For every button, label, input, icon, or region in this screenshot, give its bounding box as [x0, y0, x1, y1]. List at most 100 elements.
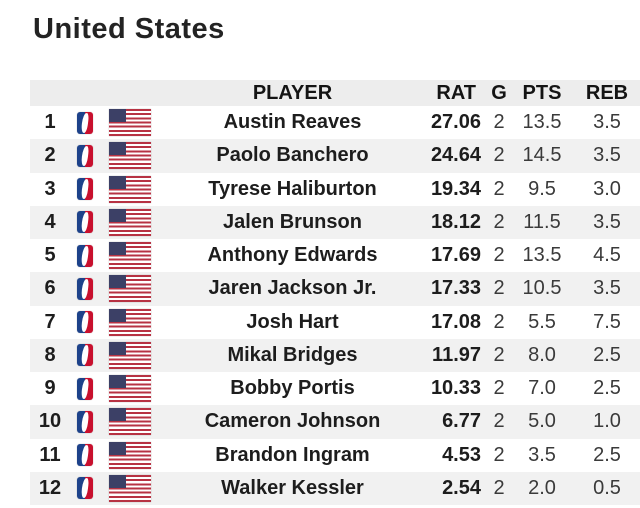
team-logo-cell: [70, 444, 100, 467]
nationality-flag-cell: [100, 242, 160, 270]
team-logo-cell: [70, 410, 100, 433]
rank-cell: 11: [39, 443, 61, 466]
table-row[interactable]: 1 Austin Reaves 27.06 2 13.5 3.5: [30, 106, 640, 139]
us-flag-icon: [109, 208, 151, 236]
us-flag-icon: [109, 275, 151, 303]
rebounds-value: 1.0: [593, 410, 621, 433]
games-value: 2: [493, 410, 505, 433]
player-name[interactable]: Josh Hart: [246, 310, 339, 333]
header-g[interactable]: G: [491, 81, 507, 104]
rating-value: 11.97: [432, 343, 481, 366]
team-logo-cell: [70, 344, 100, 367]
player-name[interactable]: Jalen Brunson: [223, 210, 362, 233]
games-value: 2: [493, 443, 505, 466]
table-row[interactable]: 12 Walker Kessler 2.54 2 2.0 0.5: [30, 471, 640, 505]
table-row[interactable]: 11 Brandon Ingram 4.53 2 3.5 2.5: [30, 439, 640, 472]
points-value: 5.5: [528, 310, 556, 333]
table-row[interactable]: 3 Tyrese Haliburton 19.34 2 9.5 3.0: [30, 173, 640, 206]
table-row[interactable]: 9 Bobby Portis 10.33 2 7.0 2.5: [30, 372, 640, 405]
team-logo-cell: [70, 111, 100, 134]
table-row[interactable]: 2 Paolo Banchero 24.64 2 14.5 3.5: [30, 139, 640, 173]
us-flag-icon: [109, 375, 151, 403]
games-value: 2: [493, 310, 505, 333]
player-name[interactable]: Anthony Edwards: [207, 244, 378, 267]
rank-cell: 7: [44, 310, 56, 333]
nba-logo-icon: [77, 377, 93, 400]
rank-cell: 1: [44, 111, 56, 134]
us-flag-icon: [109, 408, 151, 436]
team-logo-cell: [70, 144, 100, 167]
table-row[interactable]: 5 Anthony Edwards 17.69 2 13.5 4.5: [30, 239, 640, 272]
rank-cell: 9: [44, 377, 56, 400]
header-player[interactable]: PLAYER: [252, 81, 333, 104]
rebounds-value: 3.5: [593, 277, 621, 300]
team-logo-cell: [70, 477, 100, 500]
table-row[interactable]: 8 Mikal Bridges 11.97 2 8.0 2.5: [30, 338, 640, 372]
games-value: 2: [493, 177, 505, 200]
points-value: 14.5: [522, 144, 562, 167]
points-value: 7.0: [528, 377, 556, 400]
rating-value: 17.08: [430, 310, 481, 333]
us-flag-icon: [109, 175, 151, 203]
header-rat[interactable]: RAT: [436, 81, 476, 104]
rating-value: 6.77: [442, 410, 481, 433]
player-name[interactable]: Mikal Bridges: [227, 343, 358, 366]
rank-cell: 4: [44, 210, 56, 233]
nba-logo-icon: [77, 277, 93, 300]
table-row[interactable]: 6 Jaren Jackson Jr. 17.33 2 10.5 3.5: [30, 272, 640, 306]
nba-logo-icon: [77, 111, 93, 134]
rank-cell: 5: [44, 244, 56, 267]
nba-logo-icon: [77, 178, 93, 201]
player-name[interactable]: Austin Reaves: [223, 111, 362, 134]
player-name[interactable]: Tyrese Haliburton: [208, 177, 377, 200]
points-value: 2.0: [528, 476, 556, 499]
table-row[interactable]: 10 Cameron Johnson 6.77 2 5.0 1.0: [30, 405, 640, 439]
player-name[interactable]: Jaren Jackson Jr.: [208, 277, 377, 300]
player-name[interactable]: Cameron Johnson: [204, 410, 381, 433]
nba-logo-icon: [77, 344, 93, 367]
nationality-flag-cell: [100, 175, 160, 203]
player-name[interactable]: Brandon Ingram: [215, 443, 370, 466]
team-logo-cell: [70, 277, 100, 300]
games-value: 2: [493, 244, 505, 267]
nationality-flag-cell: [100, 441, 160, 469]
nba-logo-icon: [77, 144, 93, 167]
player-name[interactable]: Paolo Banchero: [216, 144, 369, 167]
nba-logo-icon: [77, 477, 93, 500]
us-flag-icon: [109, 142, 151, 170]
nationality-flag-cell: [100, 109, 160, 137]
rebounds-value: 4.5: [593, 244, 621, 267]
points-value: 13.5: [522, 111, 562, 134]
rebounds-value: 2.5: [593, 343, 621, 366]
table-row[interactable]: 7 Josh Hart 17.08 2 5.5 7.5: [30, 306, 640, 339]
player-stats-table: PLAYER RAT G PTS REB 1 Austin Reaves 27.…: [30, 80, 640, 505]
rating-value: 17.69: [430, 244, 481, 267]
games-value: 2: [493, 210, 505, 233]
nba-logo-icon: [77, 311, 93, 334]
rebounds-value: 2.5: [593, 377, 621, 400]
rebounds-value: 0.5: [593, 476, 621, 499]
rebounds-value: 3.0: [593, 177, 621, 200]
nationality-flag-cell: [100, 308, 160, 336]
us-flag-icon: [109, 474, 151, 502]
team-logo-cell: [70, 311, 100, 334]
player-name[interactable]: Walker Kessler: [221, 476, 364, 499]
rating-value: 2.54: [442, 476, 481, 499]
header-pts[interactable]: PTS: [522, 81, 562, 104]
rank-cell: 3: [44, 177, 56, 200]
rebounds-value: 7.5: [593, 310, 621, 333]
games-value: 2: [493, 144, 505, 167]
points-value: 13.5: [522, 244, 562, 267]
us-flag-icon: [109, 341, 151, 369]
table-header-row: PLAYER RAT G PTS REB: [30, 80, 640, 106]
rank-cell: 6: [44, 277, 56, 300]
games-value: 2: [493, 377, 505, 400]
table-row[interactable]: 4 Jalen Brunson 18.12 2 11.5 3.5: [30, 205, 640, 239]
rating-value: 27.06: [430, 111, 481, 134]
team-logo-cell: [70, 178, 100, 201]
us-flag-icon: [109, 109, 151, 137]
points-value: 8.0: [528, 343, 556, 366]
header-reb[interactable]: REB: [585, 81, 629, 104]
player-name[interactable]: Bobby Portis: [230, 377, 355, 400]
rebounds-value: 3.5: [593, 144, 621, 167]
